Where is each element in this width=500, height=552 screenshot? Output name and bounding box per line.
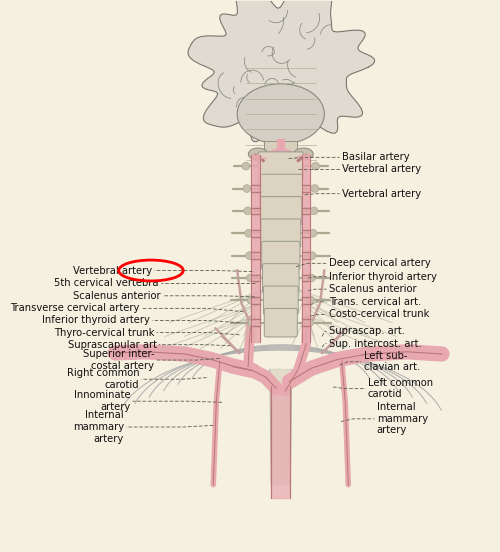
Ellipse shape [244, 230, 252, 237]
FancyBboxPatch shape [267, 196, 294, 204]
Text: Vertebral artery: Vertebral artery [73, 266, 152, 275]
Text: Deep cervical artery: Deep cervical artery [328, 258, 430, 268]
Ellipse shape [243, 185, 250, 192]
Ellipse shape [242, 162, 250, 170]
Polygon shape [302, 155, 310, 342]
FancyBboxPatch shape [258, 152, 304, 181]
Text: Innominate
artery: Innominate artery [74, 390, 130, 412]
Ellipse shape [248, 319, 256, 327]
FancyBboxPatch shape [260, 219, 301, 247]
Text: Internal
mammary
artery: Internal mammary artery [73, 411, 124, 444]
FancyBboxPatch shape [267, 307, 294, 315]
Ellipse shape [248, 148, 268, 160]
Text: Left sub-
clavian art.: Left sub- clavian art. [364, 351, 420, 373]
Ellipse shape [306, 296, 314, 304]
Polygon shape [264, 141, 298, 158]
FancyBboxPatch shape [267, 241, 294, 248]
Ellipse shape [246, 274, 254, 282]
Text: Scalenus anterior: Scalenus anterior [328, 284, 416, 294]
FancyBboxPatch shape [264, 286, 298, 315]
Ellipse shape [306, 319, 314, 327]
Text: Thyro-cervical trunk: Thyro-cervical trunk [54, 327, 154, 338]
Text: Internal
mammary
artery: Internal mammary artery [376, 402, 428, 436]
Ellipse shape [247, 296, 255, 304]
Text: Transverse cervical artery: Transverse cervical artery [10, 304, 139, 314]
FancyBboxPatch shape [267, 218, 294, 226]
Ellipse shape [237, 84, 324, 144]
FancyBboxPatch shape [260, 197, 302, 225]
Text: Basilar artery: Basilar artery [342, 152, 409, 162]
Polygon shape [251, 155, 267, 158]
Ellipse shape [310, 207, 318, 215]
Ellipse shape [246, 252, 254, 259]
Polygon shape [188, 0, 374, 158]
Text: Left common
carotid: Left common carotid [368, 378, 433, 400]
Polygon shape [294, 155, 310, 158]
Polygon shape [270, 369, 291, 485]
Text: Costo-cervical trunk: Costo-cervical trunk [328, 310, 429, 320]
Text: Superior inter-
costal artery: Superior inter- costal artery [83, 349, 154, 371]
Text: Right common
carotid: Right common carotid [66, 368, 139, 390]
Ellipse shape [308, 252, 316, 259]
Polygon shape [271, 386, 290, 498]
FancyBboxPatch shape [267, 173, 294, 181]
Ellipse shape [309, 230, 317, 237]
Text: Inferior thyroid artery: Inferior thyroid artery [42, 316, 150, 326]
Text: Scalenus anterior: Scalenus anterior [74, 291, 161, 301]
Text: Suprascap. art.: Suprascap. art. [328, 326, 404, 337]
Ellipse shape [312, 162, 320, 170]
Ellipse shape [311, 185, 318, 192]
Text: Sup. intercost. art.: Sup. intercost. art. [328, 338, 422, 348]
Ellipse shape [294, 148, 313, 160]
Polygon shape [251, 155, 260, 342]
FancyBboxPatch shape [264, 309, 298, 337]
Ellipse shape [308, 274, 315, 282]
FancyBboxPatch shape [259, 174, 302, 203]
Text: Suprascapular art: Suprascapular art [68, 339, 156, 349]
Polygon shape [278, 139, 284, 166]
Text: Vertebral artery: Vertebral artery [342, 189, 421, 199]
Text: Vertebral artery: Vertebral artery [342, 164, 421, 174]
Text: Inferior thyroid artery: Inferior thyroid artery [328, 272, 436, 282]
FancyBboxPatch shape [267, 263, 294, 270]
FancyBboxPatch shape [262, 264, 299, 292]
FancyBboxPatch shape [267, 285, 294, 293]
FancyBboxPatch shape [262, 241, 300, 270]
Text: Trans. cervical art.: Trans. cervical art. [328, 297, 421, 307]
Text: 5th cervical vertebra: 5th cervical vertebra [54, 278, 159, 288]
Ellipse shape [244, 207, 252, 215]
Polygon shape [257, 148, 278, 161]
Polygon shape [283, 148, 304, 161]
